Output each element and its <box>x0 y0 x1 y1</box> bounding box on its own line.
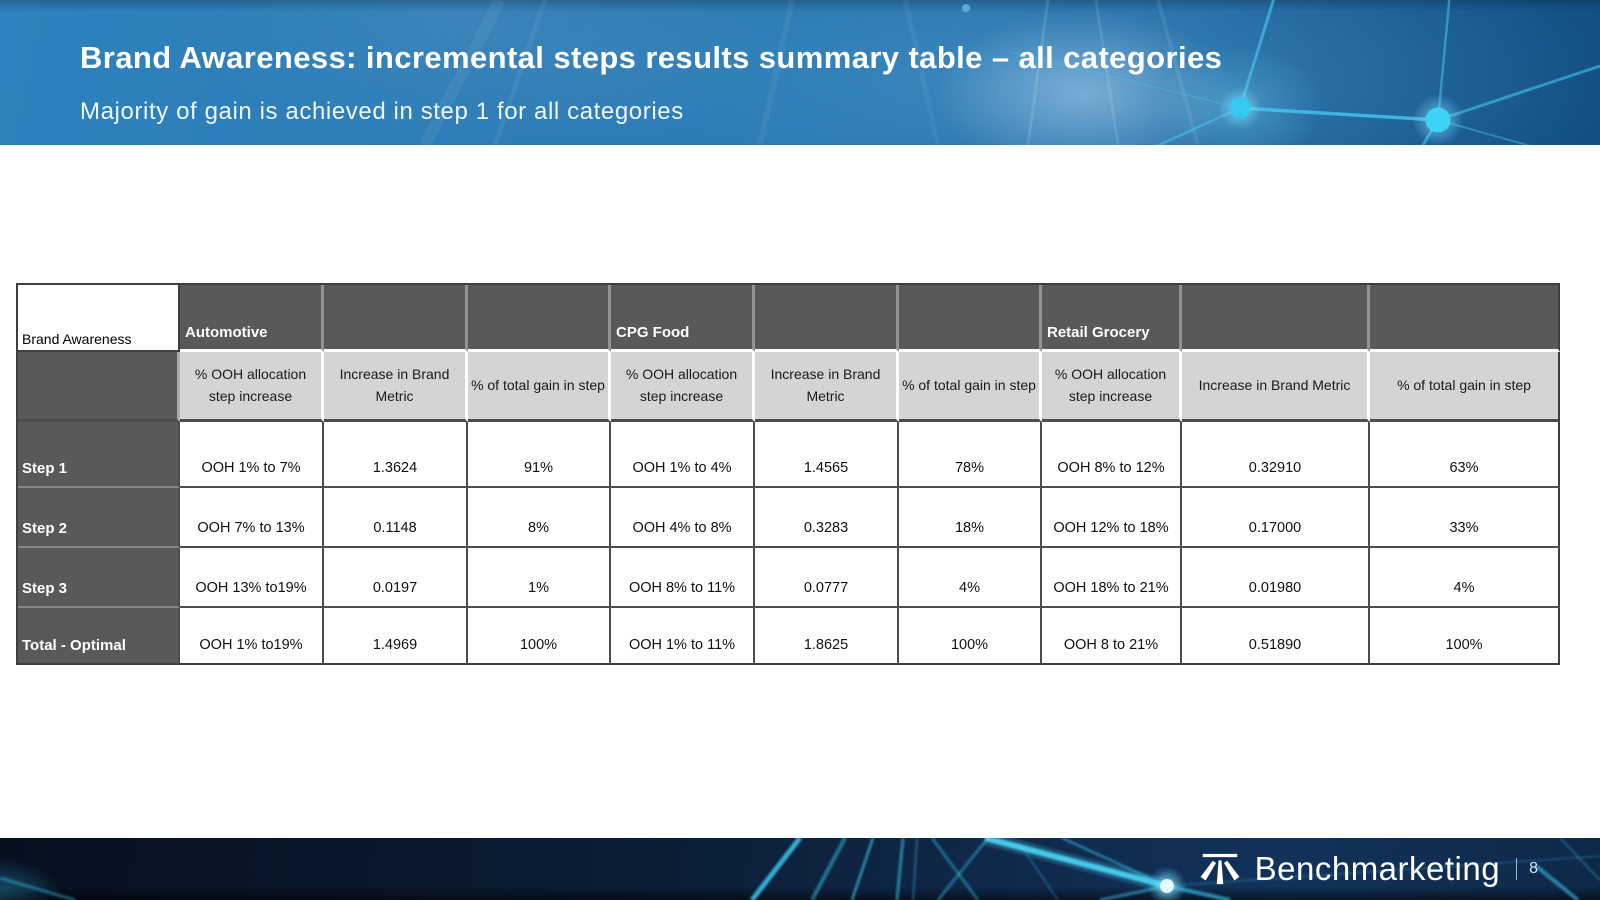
table-body: Step 1 OOH 1% to 7% 1.3624 91% OOH 1% to 4% 1… <box>18 422 1560 665</box>
slide-footer: Benchmarketing 8 <box>0 838 1600 900</box>
table-cell: OOH 18% to 21% <box>1042 548 1182 608</box>
table-cell: 1.4565 <box>755 422 899 488</box>
table-cell: 0.32910 <box>1182 422 1370 488</box>
row-header-spacer <box>18 352 180 422</box>
table-cell: 63% <box>1370 422 1560 488</box>
results-summary-table: Brand Awareness Automotive CPG Food Retail … <box>16 283 1560 665</box>
table-cell: 0.51890 <box>1182 608 1370 665</box>
column-header: % of total gain in step <box>899 352 1042 422</box>
road-perspective-icon <box>1200 853 1240 885</box>
table-header: Brand Awareness Automotive CPG Food Retail … <box>18 285 1560 422</box>
row-label: Total - Optimal <box>18 608 180 665</box>
table-cell: OOH 13% to19% <box>180 548 324 608</box>
table-cell: 0.0777 <box>755 548 899 608</box>
brand-name: Benchmarketing <box>1254 850 1501 887</box>
table-cell: 100% <box>1370 608 1560 665</box>
table-cell: 1.8625 <box>755 608 899 665</box>
table-cell: 100% <box>468 608 611 665</box>
table-cell: OOH 1% to19% <box>180 608 324 665</box>
slide-title: Brand Awareness: incremental steps resul… <box>80 40 1223 75</box>
table-cell: OOH 7% to 13% <box>180 488 324 548</box>
group-header: Automotive <box>180 285 324 352</box>
slide-header-banner: Brand Awareness: incremental steps resul… <box>0 0 1600 145</box>
table-cell: 4% <box>899 548 1042 608</box>
group-header-spacer <box>755 285 899 352</box>
row-label: Step 2 <box>18 488 180 548</box>
column-header: % OOH allocation step increase <box>611 352 755 422</box>
column-header: % of total gain in step <box>1370 352 1560 422</box>
column-header: % of total gain in step <box>468 352 611 422</box>
table-cell: 1% <box>468 548 611 608</box>
table-cell: OOH 1% to 7% <box>180 422 324 488</box>
group-header-spacer <box>1370 285 1560 352</box>
group-header-spacer <box>324 285 468 352</box>
table-cell: OOH 1% to 11% <box>611 608 755 665</box>
group-header: CPG Food <box>611 285 755 352</box>
table-cell: 91% <box>468 422 611 488</box>
table-cell: 1.4969 <box>324 608 468 665</box>
column-header: % OOH allocation step increase <box>180 352 324 422</box>
header-network-graphic <box>419 0 1600 145</box>
table-cell: OOH 4% to 8% <box>611 488 755 548</box>
benchmarketing-logo: Benchmarketing 8 <box>1197 838 1538 900</box>
table-cell: OOH 1% to 4% <box>611 422 755 488</box>
table-cell: OOH 8% to 11% <box>611 548 755 608</box>
table-cell: 0.0197 <box>324 548 468 608</box>
column-header: Increase in Brand Metric <box>324 352 468 422</box>
table-cell: 4% <box>1370 548 1560 608</box>
row-label: Step 3 <box>18 548 180 608</box>
slide-subtitle: Majority of gain is achieved in step 1 f… <box>80 98 684 125</box>
table-row: Step 3 OOH 13% to19% 0.0197 1% OOH 8% to 11%… <box>18 548 1560 608</box>
table-row: Step 1 OOH 1% to 7% 1.3624 91% OOH 1% to 4% 1… <box>18 422 1560 488</box>
table-cell: 0.01980 <box>1182 548 1370 608</box>
table-cell: 8% <box>468 488 611 548</box>
table-cell: 18% <box>899 488 1042 548</box>
table-cell: OOH 8% to 12% <box>1042 422 1182 488</box>
table-cell: OOH 8 to 21% <box>1042 608 1182 665</box>
group-header-spacer <box>899 285 1042 352</box>
table-cell: 1.3624 <box>324 422 468 488</box>
group-header-spacer <box>468 285 611 352</box>
column-header: % OOH allocation step increase <box>1042 352 1182 422</box>
row-label: Step 1 <box>18 422 180 488</box>
page-number: 8 <box>1529 860 1538 877</box>
table-cell: 0.1148 <box>324 488 468 548</box>
page-number-separator <box>1516 858 1518 880</box>
footer-light-beams-graphic <box>0 838 1600 900</box>
table-cell: 78% <box>899 422 1042 488</box>
table-row: Step 2 OOH 7% to 13% 0.1148 8% OOH 4% to 8% 0… <box>18 488 1560 548</box>
table-cell: 0.17000 <box>1182 488 1370 548</box>
column-header: Increase in Brand Metric <box>1182 352 1370 422</box>
column-header: Increase in Brand Metric <box>755 352 899 422</box>
table-cell: OOH 12% to 18% <box>1042 488 1182 548</box>
table-corner-label: Brand Awareness <box>18 285 180 352</box>
table-cell: 0.3283 <box>755 488 899 548</box>
group-header-spacer <box>1182 285 1370 352</box>
table-cell: 33% <box>1370 488 1560 548</box>
table-cell: 100% <box>899 608 1042 665</box>
table-row: Total - Optimal OOH 1% to19% 1.4969 100% OOH… <box>18 608 1560 665</box>
group-header: Retail Grocery <box>1042 285 1182 352</box>
